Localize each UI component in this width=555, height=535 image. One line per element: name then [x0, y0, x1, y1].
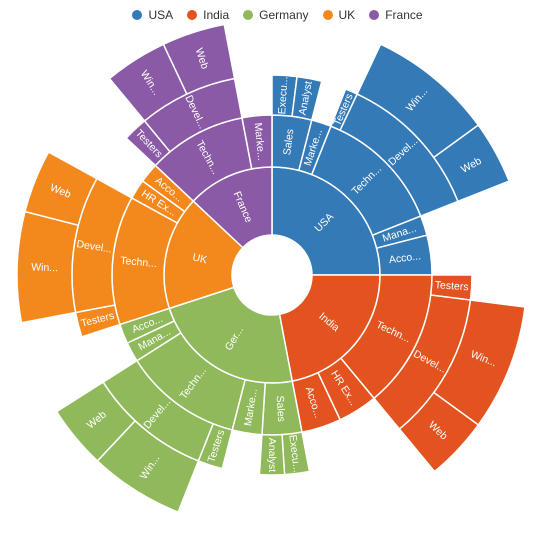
legend-swatch [243, 10, 254, 20]
legend-label: USA [148, 8, 174, 22]
segment-label-india-technical-testers: Testers [434, 279, 469, 293]
segment-label-uk-technical-developers-windows: Win... [31, 261, 58, 274]
legend-swatch [187, 10, 198, 20]
segment-label-france-marketing: Marke... [252, 122, 268, 161]
segment-label-uk-technical: Techn... [120, 255, 158, 270]
segment-label-germany-sales: Sales [274, 395, 288, 422]
segment-france-marketing[interactable] [241, 114, 273, 170]
segment-label-uk-technical-developers: Devel... [76, 238, 113, 255]
segment-label-germany-marketing: Marke... [242, 388, 260, 427]
segment-label-usa-accounts: Acco... [388, 250, 421, 266]
segment-label-usa-sales-executive: Execu... [276, 76, 290, 115]
legend-swatch [132, 10, 143, 20]
segment-uk-technical-developers-web[interactable] [24, 151, 98, 227]
legend-swatch [369, 10, 380, 20]
segment-france-technical-developers-web[interactable] [162, 23, 236, 96]
legend-item-france[interactable]: France [369, 8, 423, 22]
legend-item-germany[interactable]: Germany [243, 8, 309, 22]
legend-label: UK [338, 8, 356, 22]
segment-label-germany-sales-analyst: Analyst [266, 438, 278, 473]
chart-legend: USA India Germany UK France [0, 5, 555, 25]
legend-swatch [322, 10, 333, 20]
segment-usa-technical-developers-web[interactable] [432, 124, 511, 203]
legend-item-india[interactable]: India [187, 8, 229, 22]
segment-india-technical-developers-web[interactable] [398, 391, 480, 473]
segment-germany-technical-developers-web[interactable] [55, 381, 137, 462]
legend-label: France [385, 8, 423, 22]
legend-item-usa[interactable]: USA [132, 8, 173, 22]
legend-label: India [203, 8, 230, 22]
segment-label-germany-sales-executive: Execu... [286, 434, 303, 473]
legend-item-uk[interactable]: UK [322, 8, 356, 22]
segment-label-usa-sales: Sales [281, 128, 296, 156]
segment-label-uk: UK [191, 251, 208, 266]
legend-label: Germany [259, 8, 309, 22]
